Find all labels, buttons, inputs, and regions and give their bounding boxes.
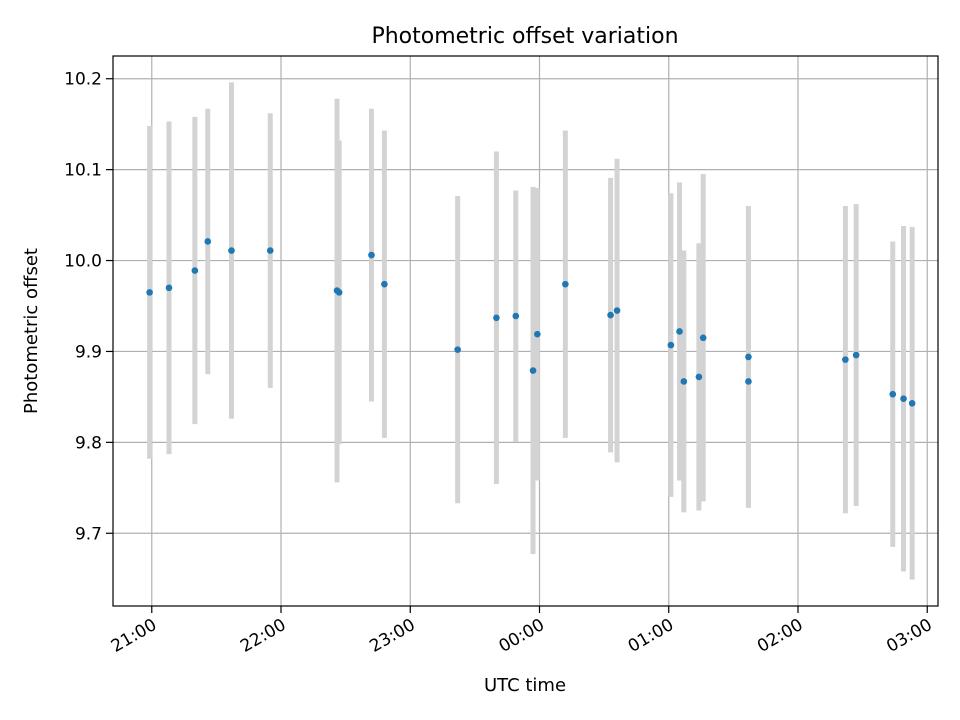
data-point bbox=[695, 373, 703, 381]
data-point bbox=[228, 247, 235, 254]
data-point bbox=[745, 353, 752, 361]
y-tick-label: 10.2 bbox=[64, 70, 102, 90]
chart-title: Photometric offset variation bbox=[371, 24, 678, 49]
data-point bbox=[745, 378, 752, 385]
data-point bbox=[667, 341, 675, 349]
data-point bbox=[204, 238, 212, 245]
y-tick-label: 9.7 bbox=[75, 524, 102, 544]
data-point bbox=[191, 267, 199, 274]
y-tick-label: 9.8 bbox=[75, 433, 102, 453]
plot-frame bbox=[112, 55, 939, 607]
data-point bbox=[454, 346, 461, 353]
data-point bbox=[842, 356, 849, 363]
data-points bbox=[146, 238, 916, 407]
data-point bbox=[381, 280, 388, 288]
y-tick-label: 10.1 bbox=[64, 161, 102, 181]
data-point bbox=[852, 351, 860, 359]
data-point bbox=[165, 284, 173, 292]
data-point bbox=[562, 280, 569, 288]
data-point bbox=[680, 378, 688, 385]
data-point bbox=[266, 247, 274, 254]
data-point bbox=[512, 312, 520, 320]
data-point bbox=[699, 334, 707, 342]
y-axis-label: Photometric offset bbox=[21, 248, 42, 414]
data-point bbox=[146, 289, 153, 296]
data-point bbox=[368, 251, 375, 259]
y-tick-label: 9.9 bbox=[75, 342, 102, 362]
y-axis: 9.7 9.8 9.9 10.0 10.1 10.2 bbox=[64, 70, 113, 544]
data-point bbox=[493, 314, 500, 322]
data-point bbox=[534, 330, 541, 338]
data-point bbox=[908, 399, 916, 407]
y-tick-label: 10.0 bbox=[64, 252, 102, 272]
x-axis-label: UTC time bbox=[484, 675, 566, 696]
data-point bbox=[529, 367, 537, 374]
data-point bbox=[335, 289, 343, 296]
data-point bbox=[607, 311, 614, 319]
data-point bbox=[889, 390, 897, 398]
data-point bbox=[676, 328, 683, 335]
data-point bbox=[900, 395, 907, 403]
data-point bbox=[613, 307, 621, 314]
